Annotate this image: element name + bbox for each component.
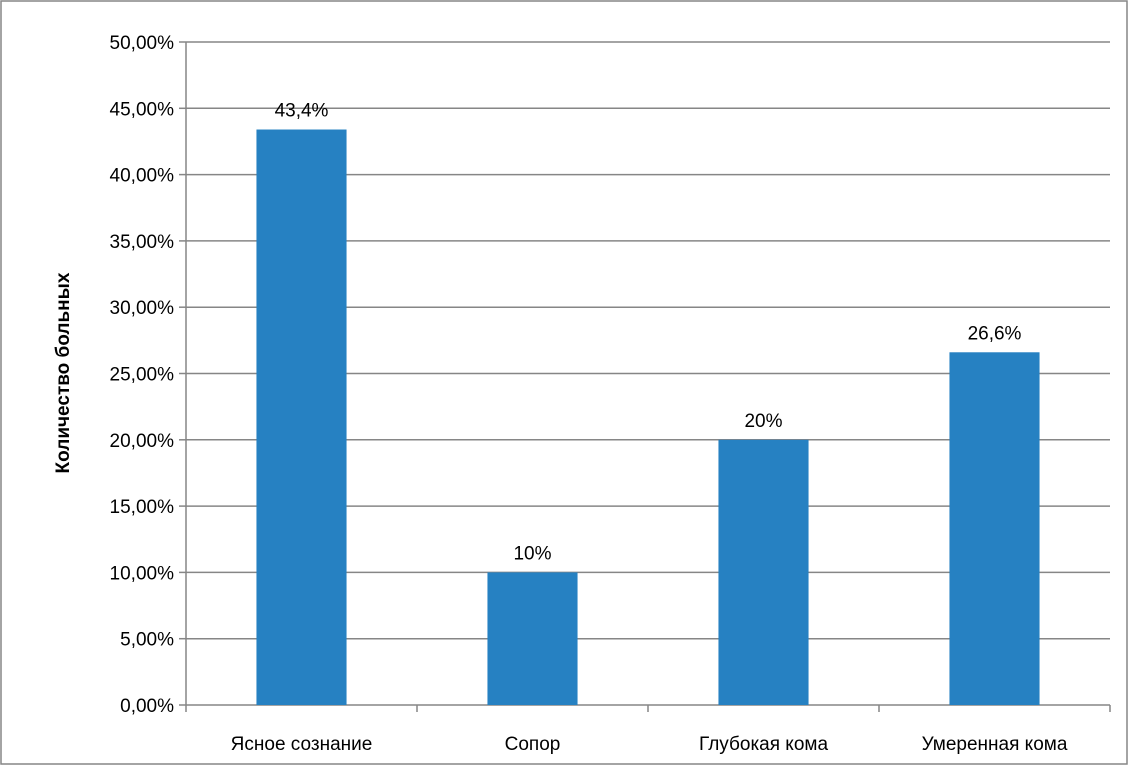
- bar: [718, 439, 809, 705]
- y-tick-label: 45,00%: [110, 99, 175, 120]
- x-tick-label: Глубокая кома: [699, 734, 828, 755]
- y-tick-label: 5,00%: [120, 630, 174, 651]
- x-tick-label: Сопор: [505, 734, 561, 755]
- y-tick-label: 35,00%: [110, 232, 175, 253]
- y-tick-label: 15,00%: [110, 497, 175, 518]
- data-label: 43,4%: [275, 101, 329, 122]
- x-tick-label: Умеренная кома: [922, 734, 1068, 755]
- data-label: 20%: [744, 411, 782, 432]
- x-tick-labels: Ясное сознание Сопор Глубокая кома Умеренна…: [231, 734, 1068, 755]
- bar: [949, 352, 1040, 705]
- y-tick-label: 30,00%: [110, 298, 175, 319]
- data-label: 26,6%: [968, 323, 1022, 344]
- y-axis-title: Количество больных: [53, 272, 74, 473]
- bar: [487, 572, 578, 705]
- y-tick-label: 0,00%: [120, 696, 174, 717]
- y-tick-label: 50,00%: [110, 33, 175, 54]
- bars: [256, 129, 1040, 706]
- bar: [256, 129, 347, 706]
- y-tick-label: 20,00%: [110, 431, 175, 452]
- data-labels: 43,4% 10% 20% 26,6%: [275, 101, 1022, 565]
- y-tick-label: 10,00%: [110, 563, 175, 584]
- y-tick-label: 40,00%: [110, 166, 175, 187]
- y-tick-labels: 0,00% 5,00% 10,00% 15,00% 20,00% 25,00% 30,00%…: [110, 33, 175, 717]
- y-tick-label: 25,00%: [110, 365, 175, 386]
- x-tick-label: Ясное сознание: [231, 734, 373, 755]
- data-label: 10%: [513, 543, 551, 564]
